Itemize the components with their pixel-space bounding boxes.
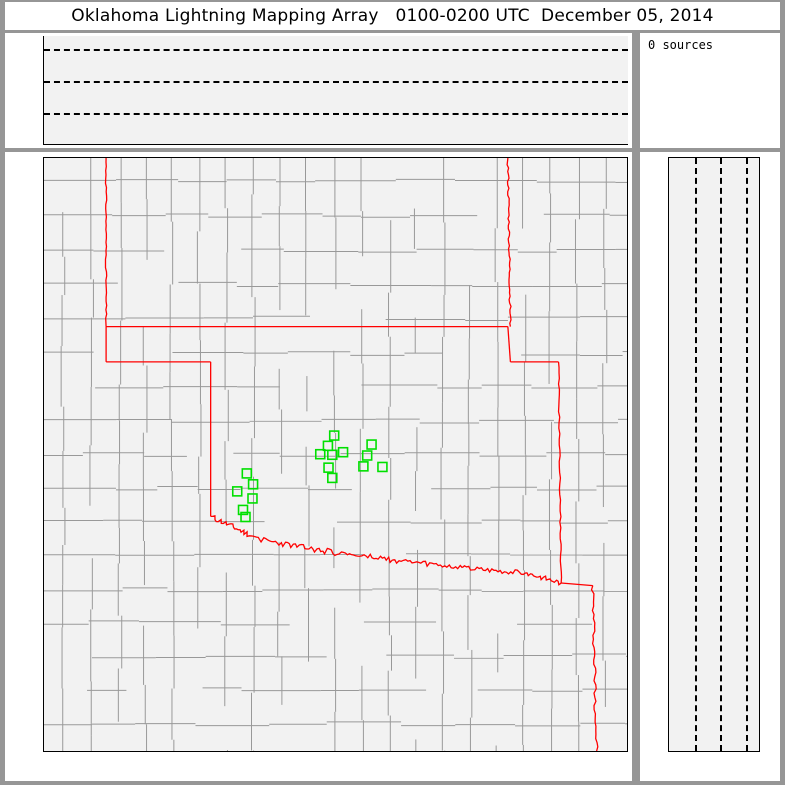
x-tick-mark [527, 144, 528, 145]
height-vs-latitude-plot-area[interactable]: 05.010.015.0-400.0-300.0-200.0-100.00100… [668, 157, 760, 752]
source-marker [240, 511, 251, 523]
page-title: Oklahoma Lightning Mapping Array 0100-02… [71, 6, 714, 26]
y-tick-mark [668, 579, 669, 580]
x-tick-mark [82, 751, 83, 752]
source-count-panel: 0 sources [640, 33, 780, 148]
y-tick-mark [43, 515, 44, 516]
state-border [104, 158, 108, 327]
source-marker [366, 439, 377, 450]
x-tick-mark [464, 144, 465, 145]
y-tick-mark [43, 49, 44, 50]
x-tick-mark [146, 144, 147, 145]
y-tick-mark [43, 113, 44, 114]
state-border [561, 582, 593, 587]
source-marker [327, 472, 338, 484]
y-tick-mark [43, 258, 44, 259]
plan-view-map-plot-area[interactable]: -400.0-300.0-200.0-100.00100.0200.0300.0… [43, 157, 628, 752]
x-tick-mark [591, 751, 592, 752]
state-border [322, 547, 393, 564]
y-tick-mark [668, 193, 669, 194]
source-marker [314, 448, 326, 460]
y-tick-mark [668, 451, 669, 452]
x-tick-mark [400, 144, 401, 145]
map-geography [44, 158, 627, 751]
source-marker [323, 462, 334, 473]
gridline-horizontal [44, 80, 628, 83]
y-tick-mark [43, 579, 44, 580]
state-border [392, 559, 463, 570]
window-title-bar: Oklahoma Lightning Mapping Array 0100-02… [5, 2, 780, 30]
state-border [557, 361, 563, 584]
x-tick-mark [82, 144, 83, 145]
y-tick-mark [43, 451, 44, 452]
source-marker [358, 461, 369, 472]
y-tick-mark [43, 644, 44, 645]
source-marker [247, 493, 258, 504]
x-tick-mark [746, 751, 747, 752]
source-marker [241, 468, 253, 479]
x-tick-mark [695, 751, 696, 752]
x-tick-mark [209, 144, 210, 145]
state-border [210, 514, 261, 540]
source-count-label: 0 sources [648, 38, 714, 52]
x-tick-mark [209, 751, 210, 752]
plan-view-map-panel[interactable]: -400.0-300.0-200.0-100.00100.0200.0300.0… [5, 152, 632, 781]
gridline-vertical [694, 158, 697, 751]
y-tick-mark [668, 258, 669, 259]
source-marker [377, 461, 388, 473]
state-border [258, 536, 324, 554]
y-tick-mark [43, 386, 44, 387]
x-tick-mark [669, 751, 670, 752]
gridline-vertical [745, 158, 748, 751]
y-tick-mark [668, 708, 669, 709]
time-height-panel[interactable]: 05.010.015.0-400.0-300.0-200.0-100.00100… [5, 33, 632, 148]
y-tick-mark [43, 193, 44, 194]
x-tick-mark [720, 751, 721, 752]
source-marker [327, 449, 338, 461]
x-tick-mark [273, 751, 274, 752]
source-marker-group [231, 430, 388, 523]
x-tick-mark [337, 751, 338, 752]
x-tick-mark [527, 751, 528, 752]
gridline-horizontal [44, 112, 628, 115]
y-tick-mark [668, 322, 669, 323]
height-vs-latitude-panel[interactable]: 05.010.015.0-400.0-300.0-200.0-100.00100… [640, 152, 780, 781]
gridline-horizontal [44, 48, 628, 51]
y-tick-mark [43, 322, 44, 323]
x-tick-mark [273, 144, 274, 145]
state-border [506, 158, 512, 327]
y-tick-mark [43, 81, 44, 82]
state-border [461, 565, 527, 576]
x-tick-mark [464, 751, 465, 752]
state-border [507, 326, 512, 362]
x-tick-mark [337, 144, 338, 145]
source-marker [247, 479, 259, 490]
source-marker [231, 486, 243, 497]
x-tick-mark [400, 751, 401, 752]
source-marker [237, 504, 249, 516]
x-tick-mark [146, 751, 147, 752]
state-border [525, 572, 562, 586]
time-height-plot-area[interactable]: 05.010.015.0-400.0-300.0-200.0-100.00100… [43, 36, 628, 145]
gridline-vertical [720, 158, 723, 751]
state-border [590, 585, 599, 751]
y-tick-mark [668, 515, 669, 516]
source-marker [337, 446, 349, 458]
y-tick-mark [668, 386, 669, 387]
source-marker [361, 450, 373, 461]
y-tick-mark [668, 644, 669, 645]
y-tick-mark [43, 708, 44, 709]
source-marker [328, 430, 340, 441]
x-tick-mark [591, 144, 592, 145]
